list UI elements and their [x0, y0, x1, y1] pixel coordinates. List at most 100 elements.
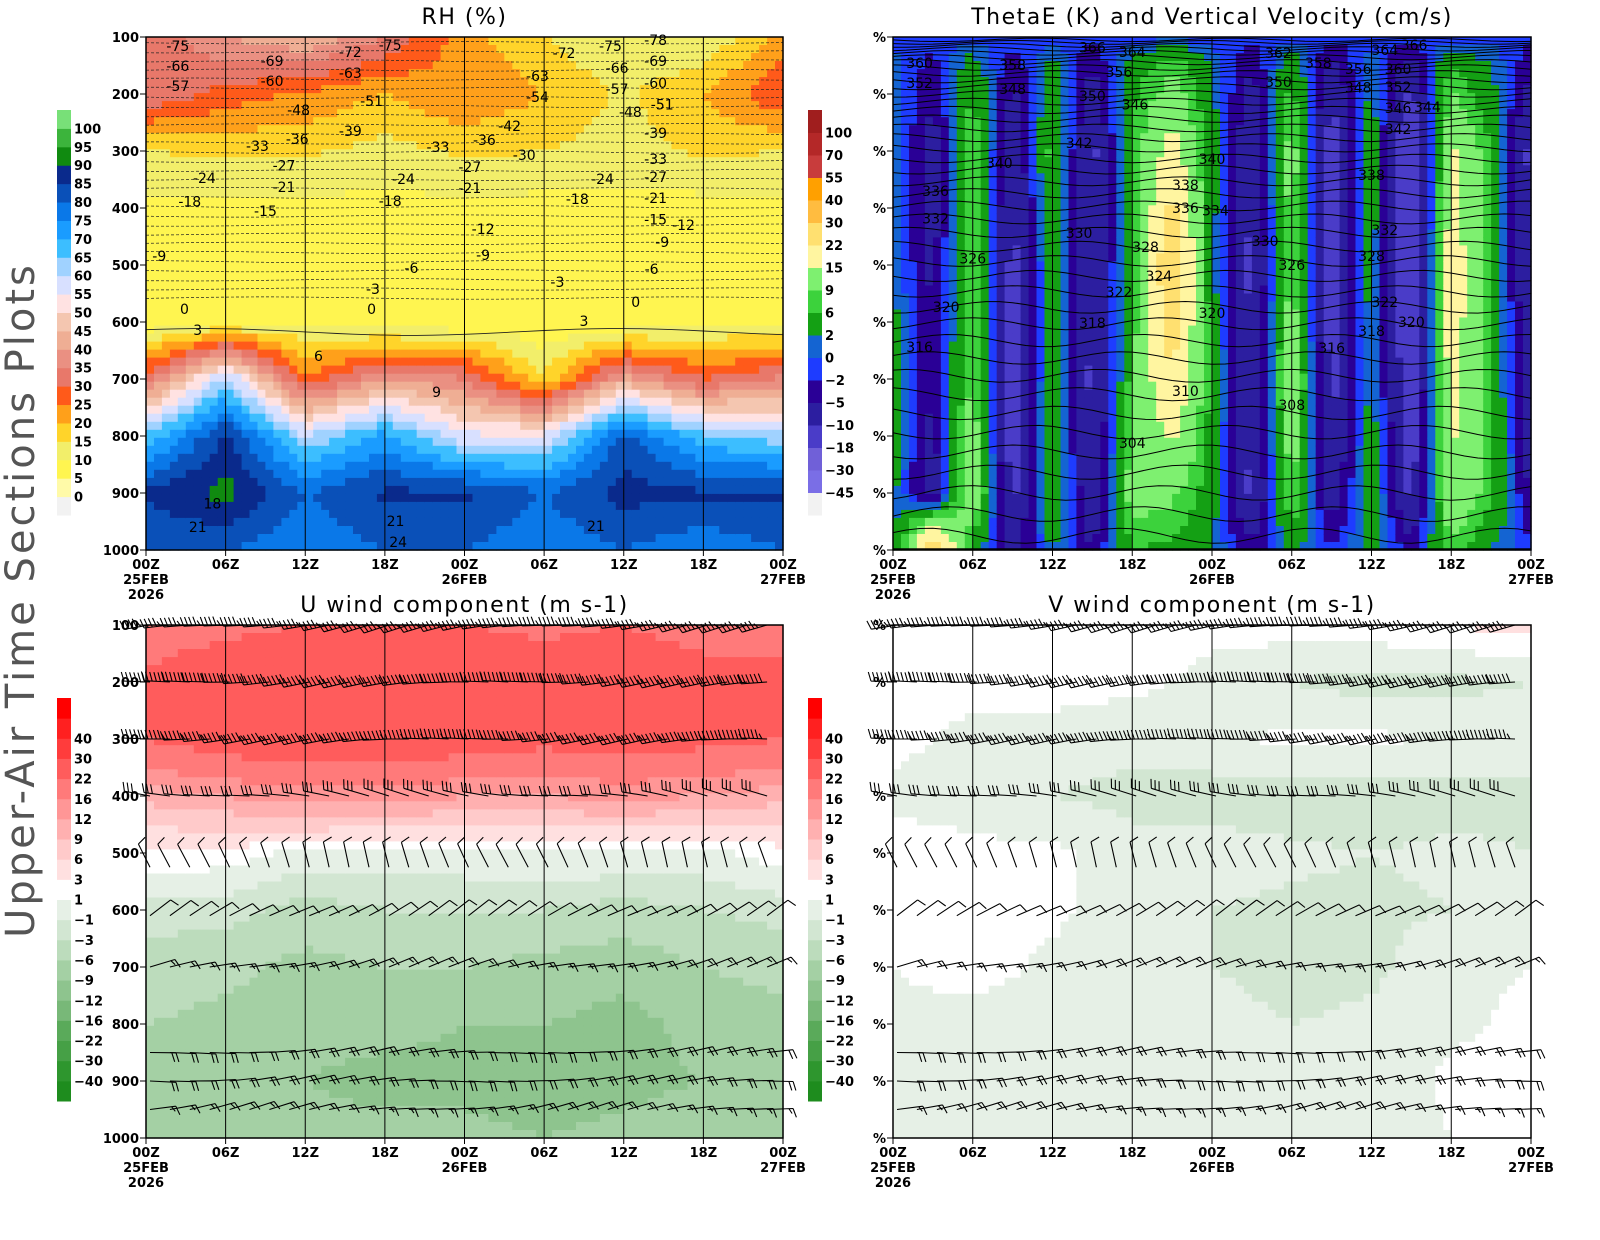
contour-cell [384, 333, 394, 343]
contour-cell [607, 445, 617, 455]
contour-cell [337, 397, 346, 407]
contour-cell [297, 501, 306, 511]
contour-cell [695, 213, 704, 222]
contour-cell [289, 109, 298, 118]
contour-cell [759, 413, 768, 423]
contour-cell [400, 445, 410, 455]
contour-cell [265, 453, 274, 463]
contour-cell [512, 269, 521, 279]
contour-cell [289, 173, 298, 182]
contour-cell [201, 141, 211, 150]
contour-cell [384, 381, 394, 391]
contour-cell [687, 165, 697, 174]
contour-cell [249, 173, 259, 182]
contour-cell [639, 365, 649, 375]
contour-cell [687, 197, 697, 206]
contour-cell [751, 405, 760, 415]
contour-cell [552, 453, 561, 463]
contour-cell [384, 309, 394, 319]
contour-cell [639, 381, 649, 391]
contour-cell [353, 269, 362, 279]
contour-cell [353, 61, 362, 70]
contour-cell [615, 53, 625, 62]
contour-cell [544, 517, 553, 527]
contour-cell [528, 245, 537, 254]
contour-cell [496, 445, 505, 455]
contour-cell [743, 365, 752, 375]
contour-cell [345, 277, 354, 287]
contour-cell [607, 277, 617, 287]
contour-cell [400, 301, 410, 311]
contour-cell [671, 301, 681, 311]
contour-cell [679, 237, 689, 246]
contour-cell [727, 469, 736, 479]
contour-cell [161, 333, 171, 343]
contour-cell [265, 141, 274, 150]
contour-cell [599, 45, 609, 54]
contour-cell [472, 53, 482, 62]
contour-cell [424, 509, 434, 519]
contour-cell [201, 53, 211, 62]
contour-cell [146, 253, 155, 262]
contour-cell [623, 173, 633, 182]
contour-cell [353, 173, 362, 182]
contour-cell [727, 333, 736, 343]
contour-cell [767, 37, 776, 46]
contour-cell [480, 157, 489, 166]
contour-cell [273, 181, 282, 190]
contour-cell [743, 173, 752, 182]
contour-cell [154, 534, 163, 543]
contour-cell [456, 229, 466, 238]
contour-cell [201, 453, 211, 463]
contour-cell [743, 293, 752, 303]
contour-cell [169, 397, 179, 407]
contour-cell [241, 101, 251, 110]
contour-cell [361, 53, 370, 62]
contour-cell [273, 461, 282, 471]
contour-cell [440, 509, 450, 519]
contour-cell [329, 37, 338, 46]
contour-cell [607, 517, 617, 527]
contour-cell [201, 477, 211, 487]
contour-cell [464, 325, 474, 335]
contour-cell [735, 309, 744, 319]
contour-cell [289, 77, 298, 86]
contour-cell [161, 413, 171, 423]
contour-cell [209, 197, 219, 206]
contour-cell [560, 429, 569, 439]
contour-cell [552, 405, 561, 415]
contour-cell [544, 437, 553, 447]
contour-cell [727, 93, 736, 102]
contour-cell [488, 405, 497, 415]
contour-cell [249, 526, 259, 535]
contour-cell [273, 357, 282, 367]
contour-cell [727, 542, 736, 551]
contour-cell [225, 221, 235, 230]
contour-cell [313, 421, 322, 431]
contour-cell [743, 245, 752, 254]
contour-cell [536, 261, 545, 270]
contour-cell [424, 501, 434, 511]
contour-cell [249, 277, 259, 287]
contour-cell [496, 293, 505, 303]
contour-cell [265, 93, 274, 102]
contour-cell [679, 429, 689, 439]
contour-cell [456, 237, 466, 246]
contour-cell [146, 245, 155, 254]
contour-cell [217, 101, 227, 110]
contour-cell [193, 534, 203, 543]
contour-cell [369, 69, 378, 78]
contour-cell [671, 285, 681, 295]
contour-cell [369, 77, 378, 86]
contour-cell [177, 125, 187, 134]
contour-cell [512, 445, 521, 455]
contour-cell [146, 293, 155, 303]
contour-cell [154, 293, 163, 303]
contour-cell [241, 493, 251, 503]
contour-cell [376, 141, 386, 150]
contour-cell [623, 325, 633, 335]
contour-cell [464, 45, 474, 54]
contour-cell [544, 373, 553, 383]
contour-cell [751, 429, 760, 439]
contour-cell [568, 301, 577, 311]
